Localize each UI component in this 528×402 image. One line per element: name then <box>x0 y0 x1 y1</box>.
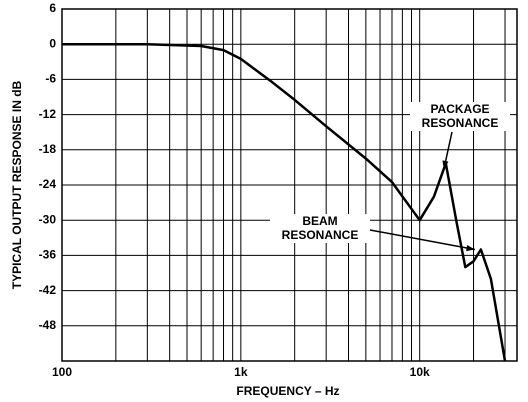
annotation-bg <box>270 228 370 243</box>
y-tick-label: -24 <box>39 177 57 191</box>
annotation: PACKAGE <box>430 102 489 116</box>
annotation-bg <box>410 102 510 117</box>
y-tick-label: -6 <box>45 72 56 86</box>
y-tick-label: -12 <box>39 107 57 121</box>
y-tick-label: -48 <box>39 318 57 332</box>
arrow-head <box>442 160 449 170</box>
y-tick-label: 0 <box>49 36 56 50</box>
y-axis-label: TYPICAL OUTPUT RESPONSE IN dB <box>10 80 24 289</box>
y-tick-label: -36 <box>39 248 57 262</box>
y-tick-label: -42 <box>39 283 57 297</box>
annotation-bg <box>270 214 370 229</box>
x-tick-label: 100 <box>52 365 72 379</box>
y-tick-label: 6 <box>49 1 56 15</box>
annotation: RESONANCE <box>282 228 359 242</box>
x-tick-label: 1k <box>234 365 248 379</box>
annotation-bg <box>410 116 510 131</box>
x-axis-label: FREQUENCY – Hz <box>236 384 339 398</box>
annotation: RESONANCE <box>422 116 499 130</box>
y-tick-label: -18 <box>39 142 57 156</box>
y-tick-label: -30 <box>39 212 57 226</box>
x-tick-label: 10k <box>410 365 430 379</box>
arrow-head <box>466 245 475 252</box>
annotation-arrow <box>369 229 476 251</box>
line-series <box>62 42 507 362</box>
annotation: BEAM <box>302 214 337 228</box>
